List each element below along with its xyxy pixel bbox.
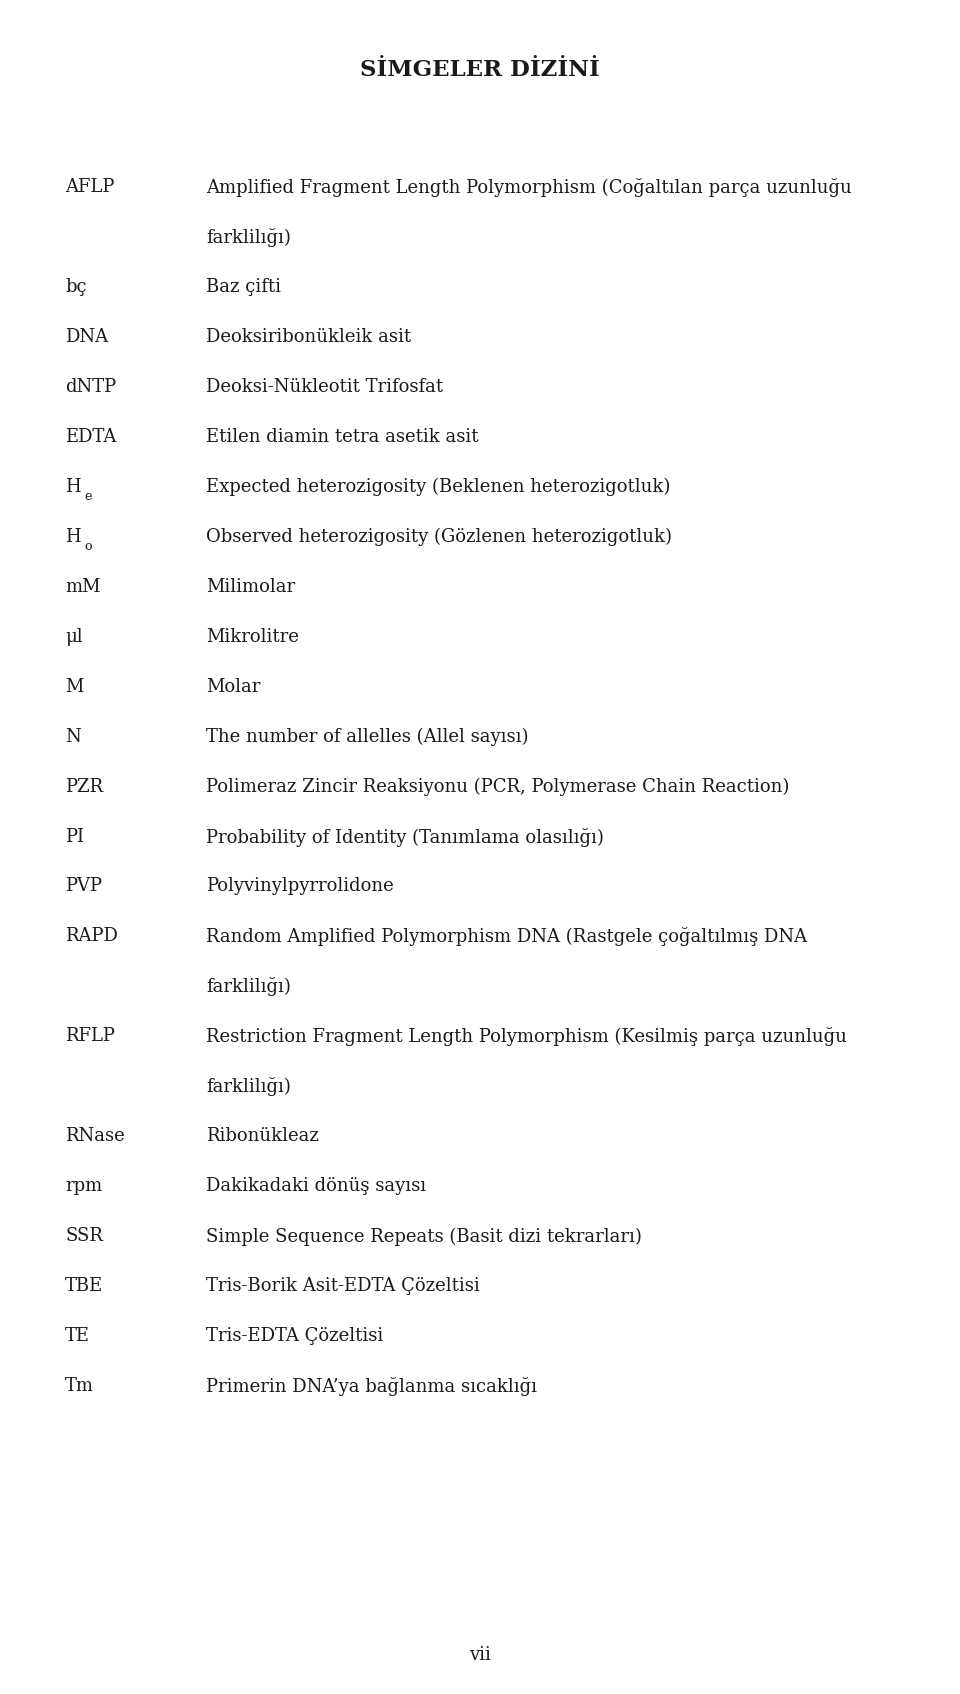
Text: TBE: TBE — [65, 1277, 104, 1296]
Text: o: o — [84, 539, 92, 552]
Text: Simple Sequence Repeats (Basit dizi tekrarları): Simple Sequence Repeats (Basit dizi tekr… — [206, 1226, 642, 1245]
Text: bç: bç — [65, 278, 87, 296]
Text: Random Amplified Polymorphism DNA (Rastgele çoğaltılmış DNA: Random Amplified Polymorphism DNA (Rastg… — [206, 927, 807, 947]
Text: Tris-EDTA Çözeltisi: Tris-EDTA Çözeltisi — [206, 1326, 384, 1345]
Text: H: H — [65, 527, 81, 545]
Text: Mikrolitre: Mikrolitre — [206, 627, 300, 645]
Text: Deoksiribonükleik asit: Deoksiribonükleik asit — [206, 327, 412, 346]
Text: Molar: Molar — [206, 678, 261, 696]
Text: Etilen diamin tetra asetik asit: Etilen diamin tetra asetik asit — [206, 427, 479, 446]
Text: mM: mM — [65, 578, 101, 596]
Text: SİMGELER DİZİNİ: SİMGELER DİZİNİ — [360, 59, 600, 81]
Text: Dakikadaki dönüş sayısı: Dakikadaki dönüş sayısı — [206, 1177, 426, 1196]
Text: M: M — [65, 678, 84, 696]
Text: farklilığı): farklilığı) — [206, 227, 291, 247]
Text: Ribonükleaz: Ribonükleaz — [206, 1127, 320, 1145]
Text: PZR: PZR — [65, 778, 104, 796]
Text: Primerin DNA’ya bağlanma sıcaklığı: Primerin DNA’ya bağlanma sıcaklığı — [206, 1377, 538, 1396]
Text: TE: TE — [65, 1326, 90, 1345]
Text: RNase: RNase — [65, 1127, 125, 1145]
Text: Restriction Fragment Length Polymorphism (Kesilmiş parça uzunluğu: Restriction Fragment Length Polymorphism… — [206, 1027, 848, 1047]
Text: DNA: DNA — [65, 327, 108, 346]
Text: Baz çifti: Baz çifti — [206, 278, 281, 296]
Text: The number of allelles (Allel sayısı): The number of allelles (Allel sayısı) — [206, 727, 529, 745]
Text: Polyvinylpyrrolidone: Polyvinylpyrrolidone — [206, 877, 395, 896]
Text: Probability of Identity (Tanımlama olasılığı): Probability of Identity (Tanımlama olası… — [206, 827, 604, 847]
Text: Observed heterozigosity (Gözlenen heterozigotluk): Observed heterozigosity (Gözlenen hetero… — [206, 527, 672, 545]
Text: farklilığı): farklilığı) — [206, 977, 291, 996]
Text: Expected heterozigosity (Beklenen heterozigotluk): Expected heterozigosity (Beklenen hetero… — [206, 478, 671, 496]
Text: Polimeraz Zincir Reaksiyonu (PCR, Polymerase Chain Reaction): Polimeraz Zincir Reaksiyonu (PCR, Polyme… — [206, 778, 790, 796]
Text: μl: μl — [65, 627, 83, 645]
Text: Tm: Tm — [65, 1377, 94, 1396]
Text: vii: vii — [469, 1645, 491, 1664]
Text: Deoksi-Nükleotit Trifosfat: Deoksi-Nükleotit Trifosfat — [206, 378, 444, 396]
Text: PI: PI — [65, 827, 84, 845]
Text: PVP: PVP — [65, 877, 103, 896]
Text: AFLP: AFLP — [65, 178, 114, 197]
Text: EDTA: EDTA — [65, 427, 117, 446]
Text: RFLP: RFLP — [65, 1027, 115, 1045]
Text: dNTP: dNTP — [65, 378, 116, 396]
Text: RAPD: RAPD — [65, 927, 118, 945]
Text: rpm: rpm — [65, 1177, 103, 1196]
Text: N: N — [65, 727, 81, 745]
Text: SSR: SSR — [65, 1226, 103, 1245]
Text: H: H — [65, 478, 81, 496]
Text: Tris-Borik Asit-EDTA Çözeltisi: Tris-Borik Asit-EDTA Çözeltisi — [206, 1277, 480, 1296]
Text: Milimolar: Milimolar — [206, 578, 296, 596]
Text: Amplified Fragment Length Polymorphism (Coğaltılan parça uzunluğu: Amplified Fragment Length Polymorphism (… — [206, 178, 852, 197]
Text: e: e — [84, 490, 92, 503]
Text: farklilığı): farklilığı) — [206, 1077, 291, 1096]
